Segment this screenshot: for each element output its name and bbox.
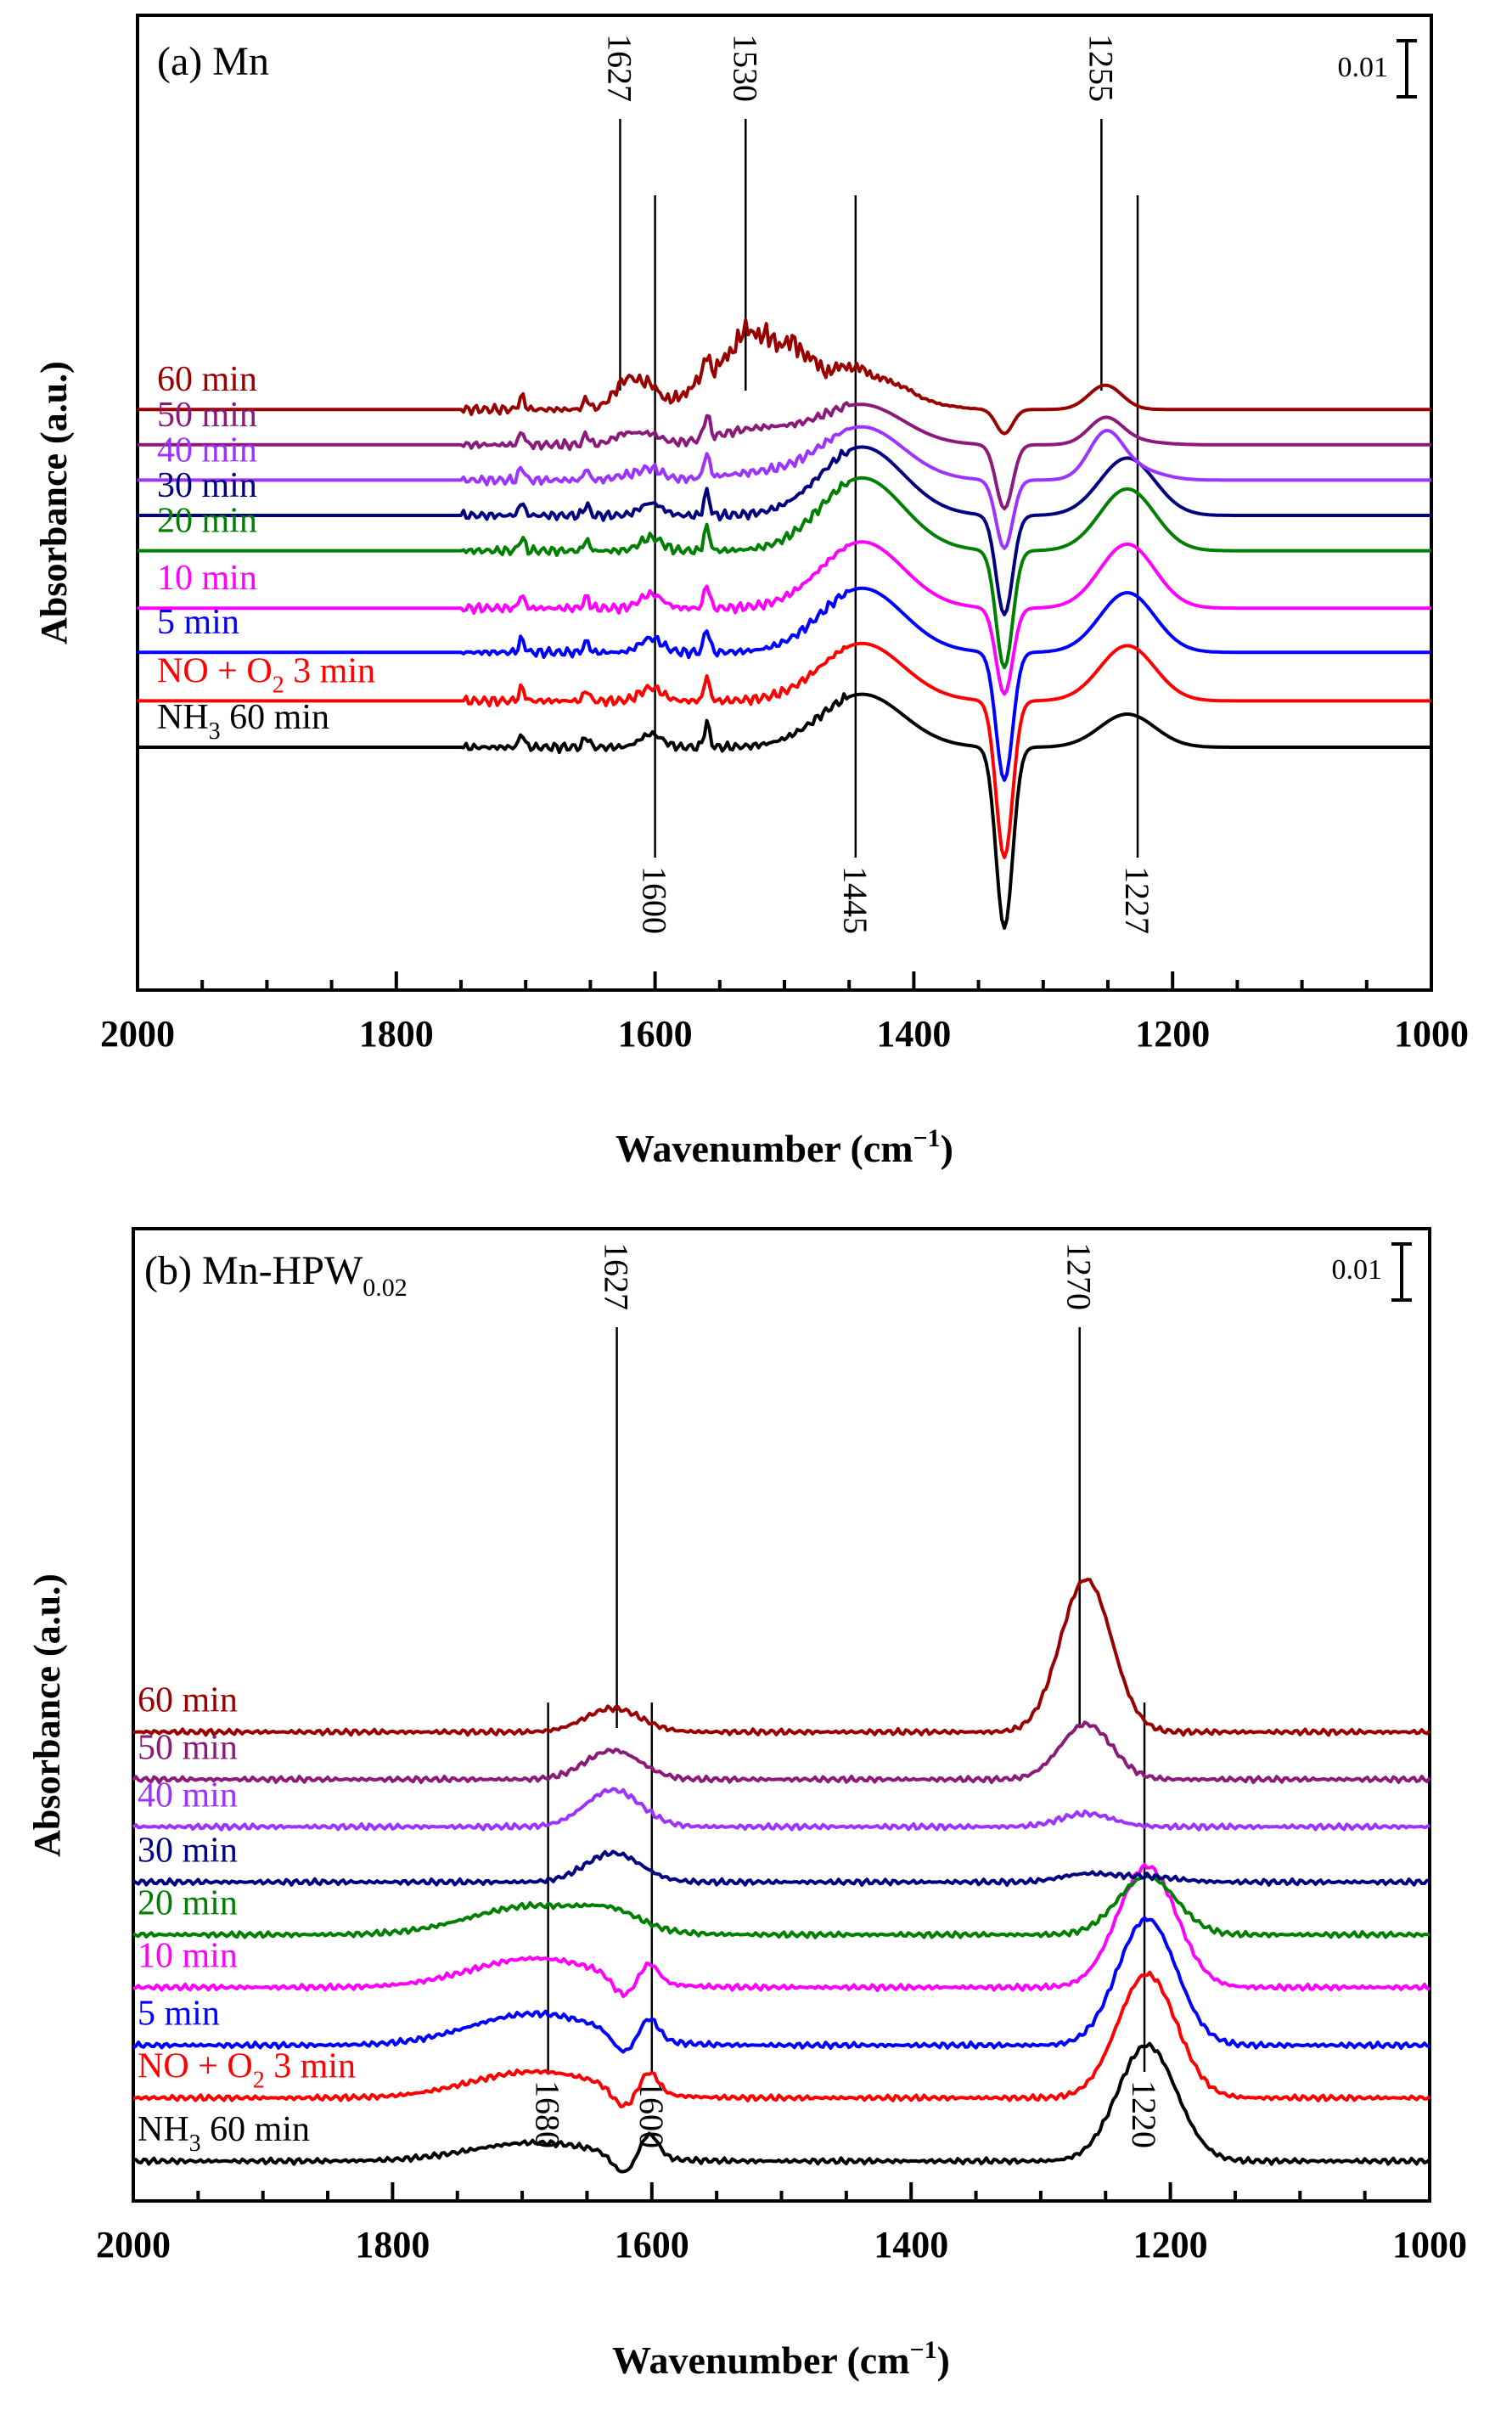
spectrum-line xyxy=(132,2041,1431,2174)
spectrum-line xyxy=(138,540,1431,696)
x-tick-label: 2000 xyxy=(100,1013,175,1055)
series-label: NO + O2 3 min xyxy=(157,651,375,698)
spectrum-line xyxy=(138,476,1431,670)
spectra xyxy=(132,1578,1431,2174)
x-tick-label: 1200 xyxy=(1135,1013,1210,1055)
x-tick-label: 1400 xyxy=(876,1013,951,1055)
series-label: 5 min xyxy=(157,603,239,642)
scale-bar: 0.01 xyxy=(1332,1242,1412,1302)
x-tick-label: 1000 xyxy=(1394,1013,1469,1055)
series-label: 50 min xyxy=(138,1729,238,1768)
x-axis-label: Wavenumber (cm−1) xyxy=(615,1124,953,1170)
x-tick-label: 2000 xyxy=(96,2224,171,2265)
scale-bar-label: 0.01 xyxy=(1332,1254,1383,1286)
series-label: NO + O2 3 min xyxy=(138,2047,356,2094)
spectrum-line xyxy=(132,1720,1431,1785)
spectrum-line xyxy=(132,1849,1430,1887)
x-tick-label: 1800 xyxy=(359,1013,434,1055)
x-tick-label: 1600 xyxy=(615,2224,689,2265)
panel-a: (a) Mn 0.01 1627 1530 1255 1600 1445 1227 NH3… xyxy=(33,14,1469,1170)
peak-annotations: 1627 1530 1255 1600 1445 1227 xyxy=(600,34,1156,934)
peak-label: 1627 xyxy=(600,34,638,102)
series-label: NH3 60 min xyxy=(138,2110,310,2157)
x-tick-label: 1800 xyxy=(355,2224,430,2265)
spectrum-line xyxy=(132,1874,1430,1939)
spectrum-line xyxy=(138,401,1431,511)
spectrum-line xyxy=(138,692,1431,930)
peak-label: 1600 xyxy=(636,866,674,934)
series-labels: NH3 60 min NO + O2 3 min 5 min 10 min 20 min… xyxy=(138,1681,356,2157)
peak-label: 1255 xyxy=(1082,34,1120,102)
x-tick-label: 1000 xyxy=(1392,2224,1467,2265)
peak-label: 1530 xyxy=(726,34,764,102)
spectrum-line xyxy=(138,445,1431,616)
series-label: 60 min xyxy=(138,1681,238,1720)
series-label: NH3 60 min xyxy=(157,698,329,745)
spectra xyxy=(138,318,1431,930)
series-label: 40 min xyxy=(138,1776,238,1815)
series-label: 30 min xyxy=(138,1831,238,1870)
panel-b: (b) Mn-HPW0.02 0.01 1627 1270 1680 1600 1220… xyxy=(26,1227,1467,2382)
x-axis: 2000 1800 1600 1400 1200 1000 xyxy=(96,2182,1467,2265)
series-label: 5 min xyxy=(138,1995,220,2034)
y-axis-label: Absorbance (a.u.) xyxy=(26,1573,68,1857)
series-label: 50 min xyxy=(157,396,257,435)
peak-label: 1270 xyxy=(1060,1242,1099,1310)
x-axis: 2000 1800 1600 1400 1200 1000 xyxy=(100,971,1469,1055)
spectrum-line xyxy=(132,1970,1431,2108)
series-label: 10 min xyxy=(157,559,257,598)
series-label: 20 min xyxy=(138,1883,238,1922)
spectrum-line xyxy=(132,1578,1431,1737)
x-tick-label: 1600 xyxy=(618,1013,693,1055)
x-tick-label: 1200 xyxy=(1133,2224,1208,2265)
scale-bar-label: 0.01 xyxy=(1338,52,1389,83)
spectrum-line xyxy=(132,1916,1430,2054)
peak-label: 1627 xyxy=(598,1242,636,1310)
spectrum-line xyxy=(138,586,1431,782)
peak-label: 1227 xyxy=(1118,866,1156,934)
scale-bar: 0.01 xyxy=(1338,39,1417,98)
peak-label: 1445 xyxy=(836,866,874,934)
peak-label: 1220 xyxy=(1125,2080,1163,2148)
series-label: 40 min xyxy=(157,431,257,470)
series-label: 10 min xyxy=(138,1936,238,1975)
spectrum-line xyxy=(138,641,1431,859)
series-label: 60 min xyxy=(157,360,257,399)
x-tick-label: 1400 xyxy=(874,2224,948,2265)
spectrum-line xyxy=(138,425,1431,550)
x-axis-label: Wavenumber (cm−1) xyxy=(612,2336,950,2382)
panel-label: (b) Mn-HPW0.02 xyxy=(144,1248,408,1302)
spectrum-line xyxy=(132,1787,1430,1832)
y-axis-label: Absorbance (a.u.) xyxy=(33,361,75,644)
series-label: 20 min xyxy=(157,502,257,541)
peak-label: 1680 xyxy=(529,2080,567,2148)
spectrum-line xyxy=(138,318,1431,436)
panel-label: (a) Mn xyxy=(157,39,269,84)
series-label: 30 min xyxy=(157,466,257,505)
spectrum-line xyxy=(132,1863,1430,1999)
